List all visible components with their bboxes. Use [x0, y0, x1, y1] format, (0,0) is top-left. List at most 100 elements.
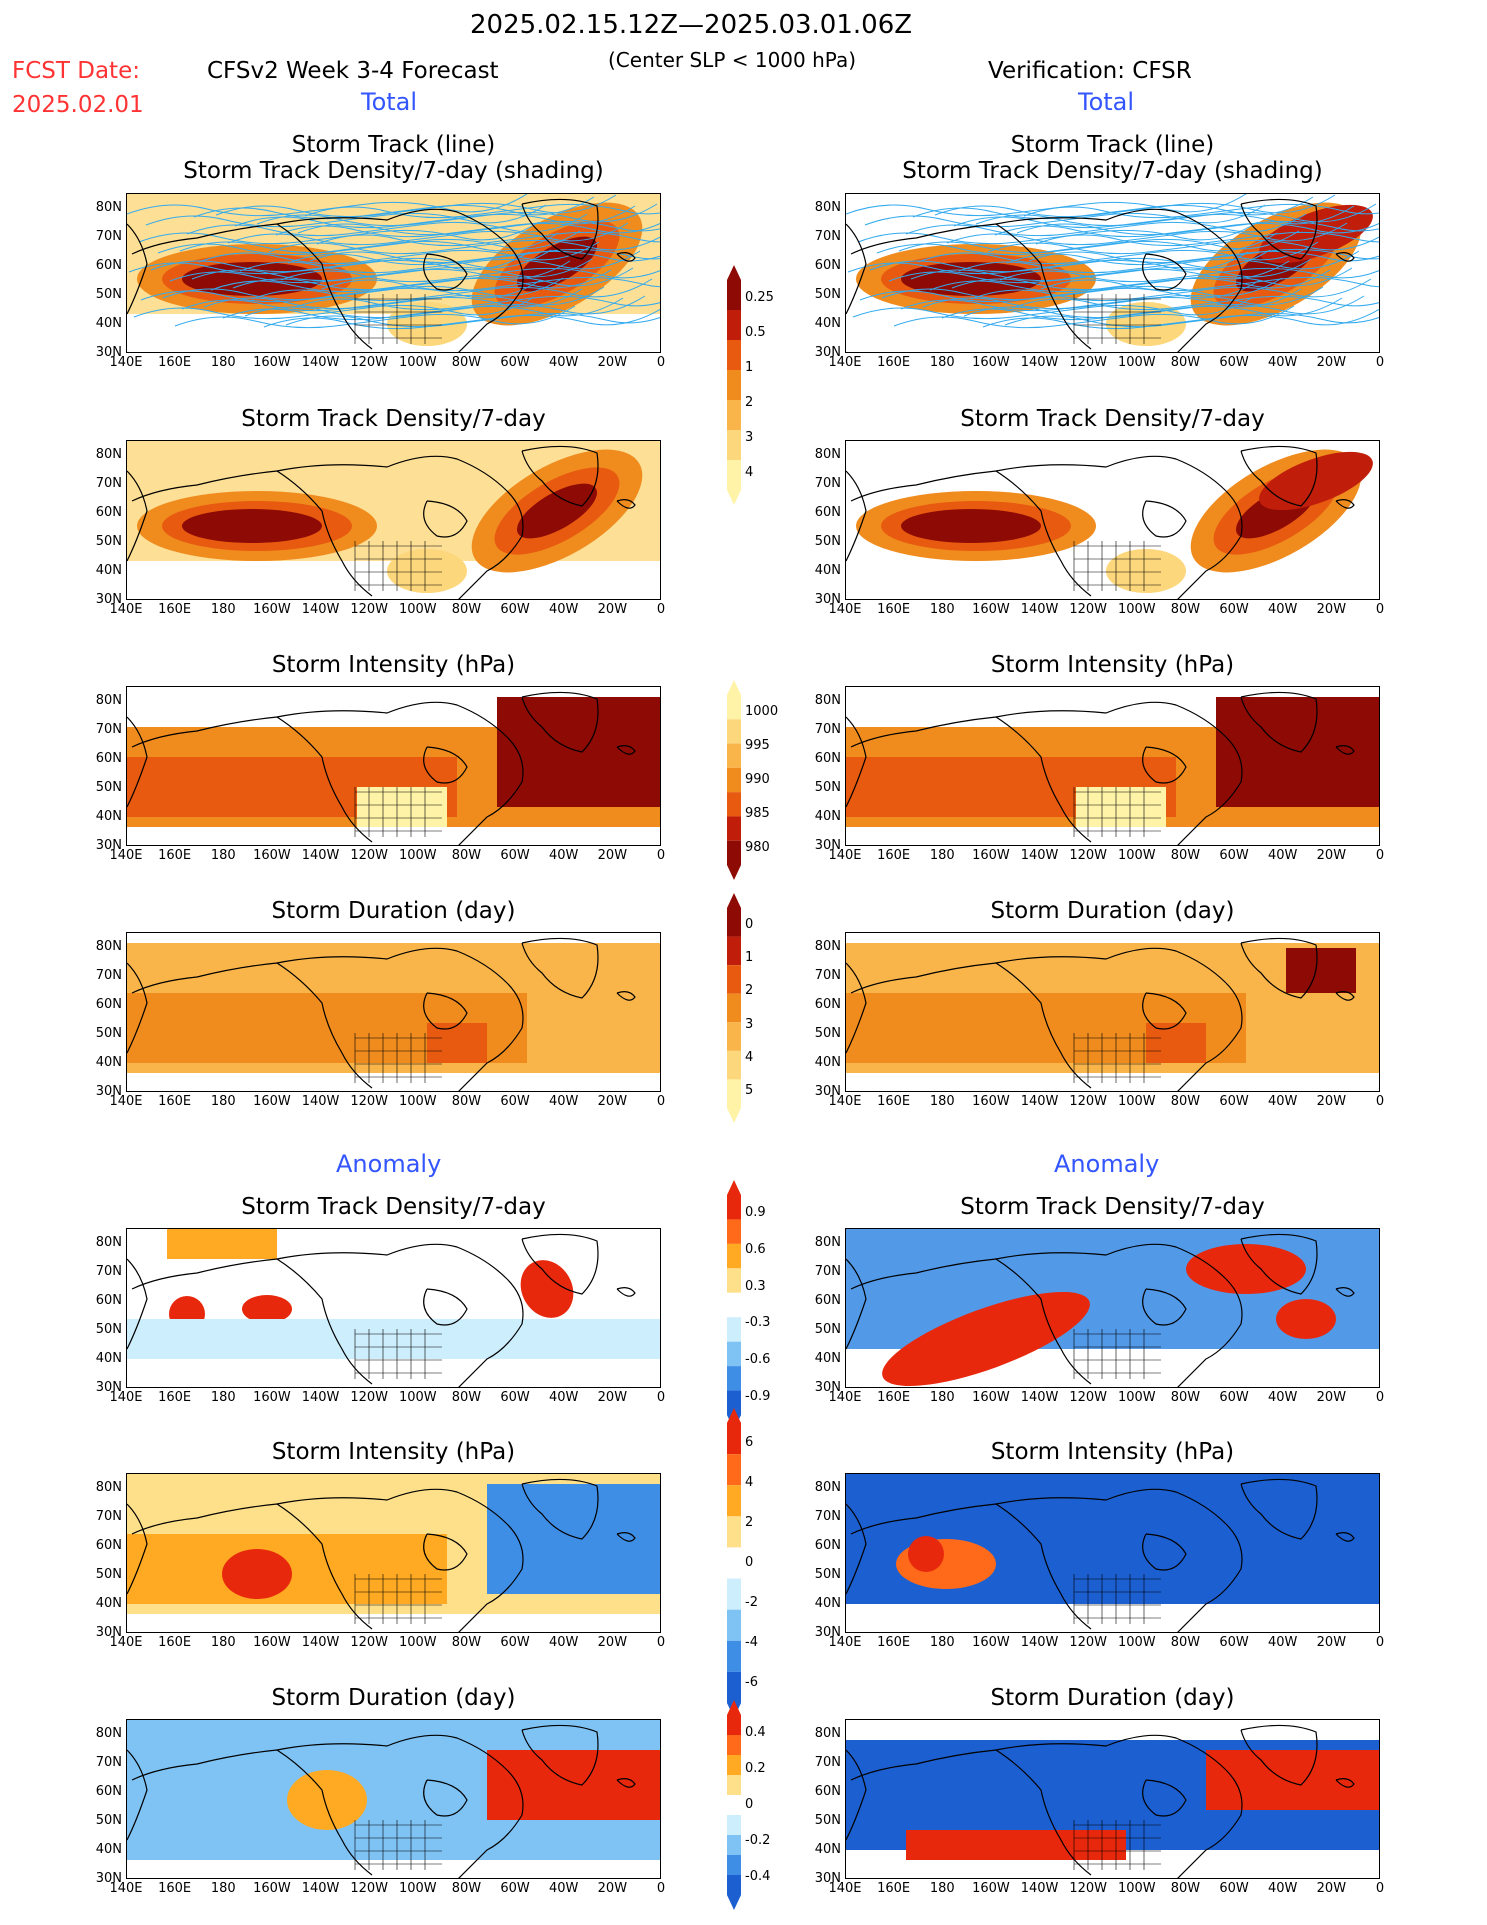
lat-label: 50N: [814, 1813, 841, 1828]
colorbar-label: 0.9: [745, 1205, 766, 1221]
map-canvas: [846, 937, 1379, 1091]
lon-label: 140E: [828, 1390, 862, 1405]
panel-title-duration: Storm Duration (day): [271, 1685, 516, 1711]
lon-label: 160W: [972, 1635, 1010, 1650]
lon-label: 140W: [301, 1390, 340, 1405]
panel-title-density: Storm Track Density/7-day: [241, 1194, 546, 1220]
lon-label: 140W: [1020, 602, 1059, 617]
colorbar-label: 0.2: [745, 1761, 766, 1776]
lat-label: 50N: [95, 534, 122, 549]
lon-label: 20W: [597, 1390, 628, 1405]
coastline: [846, 1478, 1355, 1632]
lon-label: 140W: [1020, 1635, 1059, 1650]
coastline: [846, 937, 1355, 1091]
colorbar-segment: [727, 1317, 741, 1342]
lon-label: 40W: [549, 1881, 579, 1896]
lon-label: 140E: [109, 1390, 143, 1405]
lon-label: 20W: [1316, 1094, 1347, 1109]
lat-label: 70N: [95, 968, 122, 983]
lat-label: 50N: [814, 780, 841, 795]
lon-label: 20W: [597, 1635, 628, 1650]
lon-label: 160W: [972, 602, 1010, 617]
coastline: [127, 1724, 636, 1878]
lat-label: 30N: [814, 838, 841, 853]
lon-label: 140E: [109, 848, 143, 863]
lat-label: 60N: [814, 1293, 841, 1308]
lon-label: 160E: [158, 848, 192, 863]
lon-label: 60W: [1219, 1390, 1249, 1405]
lat-label: 50N: [814, 534, 841, 549]
lat-label: 40N: [814, 1055, 841, 1070]
lon-label: 60W: [500, 1635, 530, 1650]
lat-label: 30N: [814, 592, 841, 607]
lon-label: 180: [929, 355, 955, 370]
lon-label: 140E: [828, 602, 862, 617]
lat-label: 80N: [814, 1480, 841, 1495]
map-canvas: [127, 441, 660, 599]
map-canvas: [127, 691, 660, 845]
lon-label: 160W: [972, 1094, 1010, 1109]
state-borders: [354, 541, 442, 591]
lon-label: 180: [929, 848, 955, 863]
colorbar-segment: [727, 1795, 741, 1815]
colorbar-segment: [727, 719, 741, 744]
lon-label: 80W: [1170, 1390, 1201, 1405]
map-canvas: [846, 194, 1379, 352]
lon-label: 140E: [828, 1094, 862, 1109]
lon-label: 0: [1375, 602, 1385, 617]
cfsv2-a_density-map: [126, 1228, 661, 1388]
cfsr-a_intensity-map: [845, 1473, 1380, 1633]
lon-label: 20W: [1316, 602, 1347, 617]
colorbar-segment: [727, 1195, 741, 1220]
lon-label: 100W: [398, 1881, 437, 1896]
lon-label: 120W: [1069, 1881, 1108, 1896]
state-borders: [354, 294, 442, 344]
colorbar-segment: [727, 840, 741, 865]
lon-label: 0: [656, 1881, 666, 1896]
map-canvas: [127, 937, 660, 1091]
lon-label: 160E: [158, 1635, 192, 1650]
lon-label: 100W: [1117, 1390, 1156, 1405]
colorbar-segment: [727, 1815, 741, 1835]
lon-label: 120W: [350, 1390, 389, 1405]
lon-label: 20W: [597, 848, 628, 863]
colorbar-segment: [727, 1079, 741, 1108]
coastline: [127, 445, 636, 599]
lon-label: 40W: [1268, 355, 1298, 370]
colorbar-segment: [727, 1516, 741, 1548]
cfsv2-intensity-map: [126, 686, 661, 846]
lon-label: 80W: [451, 602, 482, 617]
colorbar-segment: [727, 1050, 741, 1080]
lon-label: 100W: [398, 1094, 437, 1109]
lon-label: 80W: [451, 1635, 482, 1650]
state-borders: [354, 1329, 442, 1379]
state-borders: [354, 1820, 442, 1870]
lat-label: 60N: [814, 505, 841, 520]
panel-title-track_shading: Storm Track Density/7-day (shading): [183, 158, 604, 184]
coastline: [127, 1233, 636, 1387]
lon-label: 140W: [301, 1635, 340, 1650]
lon-label: 0: [656, 1390, 666, 1405]
colorbar-segment: [727, 1609, 741, 1641]
lat-label: 40N: [95, 1055, 122, 1070]
lat-label: 50N: [814, 287, 841, 302]
lon-label: 140E: [109, 1635, 143, 1650]
colorbar-segment: [727, 767, 741, 793]
lon-label: 160E: [158, 1390, 192, 1405]
lon-label: 120W: [1069, 355, 1108, 370]
lat-label: 50N: [814, 1567, 841, 1582]
lat-label: 70N: [814, 1509, 841, 1524]
coastline: [127, 937, 636, 1091]
colorbar-duration-anomaly: [724, 1700, 744, 1914]
lon-label: 20W: [597, 1881, 628, 1896]
lon-label: 140W: [1020, 355, 1059, 370]
lon-label: 100W: [398, 602, 437, 617]
lat-label: 60N: [814, 751, 841, 766]
coastline: [846, 198, 1355, 352]
lon-label: 180: [929, 1390, 955, 1405]
lon-label: 20W: [597, 602, 628, 617]
lat-label: 70N: [95, 722, 122, 737]
panel-title-track_line: Storm Track (line): [291, 132, 496, 158]
state-borders: [1073, 1574, 1161, 1624]
state-borders: [1073, 787, 1161, 837]
